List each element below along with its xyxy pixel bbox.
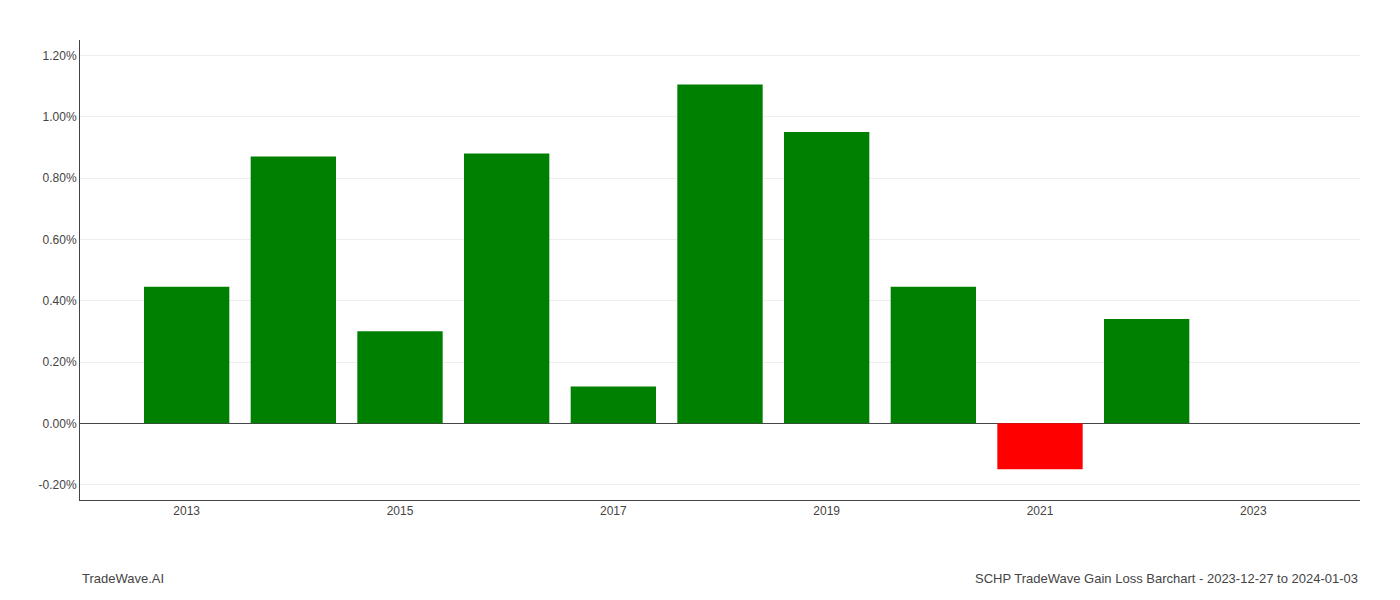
svg-text:0.80%: 0.80% bbox=[43, 171, 77, 185]
svg-text:2013: 2013 bbox=[173, 504, 200, 518]
svg-text:2019: 2019 bbox=[813, 504, 840, 518]
svg-text:2023: 2023 bbox=[1240, 504, 1267, 518]
svg-text:-0.20%: -0.20% bbox=[39, 478, 77, 492]
svg-text:0.00%: 0.00% bbox=[43, 417, 77, 431]
svg-text:0.40%: 0.40% bbox=[43, 294, 77, 308]
svg-text:1.00%: 1.00% bbox=[43, 110, 77, 124]
svg-text:2017: 2017 bbox=[600, 504, 627, 518]
svg-text:2015: 2015 bbox=[387, 504, 414, 518]
svg-text:0.60%: 0.60% bbox=[43, 233, 77, 247]
svg-text:1.20%: 1.20% bbox=[43, 49, 77, 63]
svg-text:0.20%: 0.20% bbox=[43, 355, 77, 369]
svg-text:2021: 2021 bbox=[1027, 504, 1054, 518]
svg-text:SCHP TradeWave Gain Loss Barch: SCHP TradeWave Gain Loss Barchart - 2023… bbox=[975, 571, 1358, 586]
svg-text:TradeWave.AI: TradeWave.AI bbox=[82, 571, 164, 586]
